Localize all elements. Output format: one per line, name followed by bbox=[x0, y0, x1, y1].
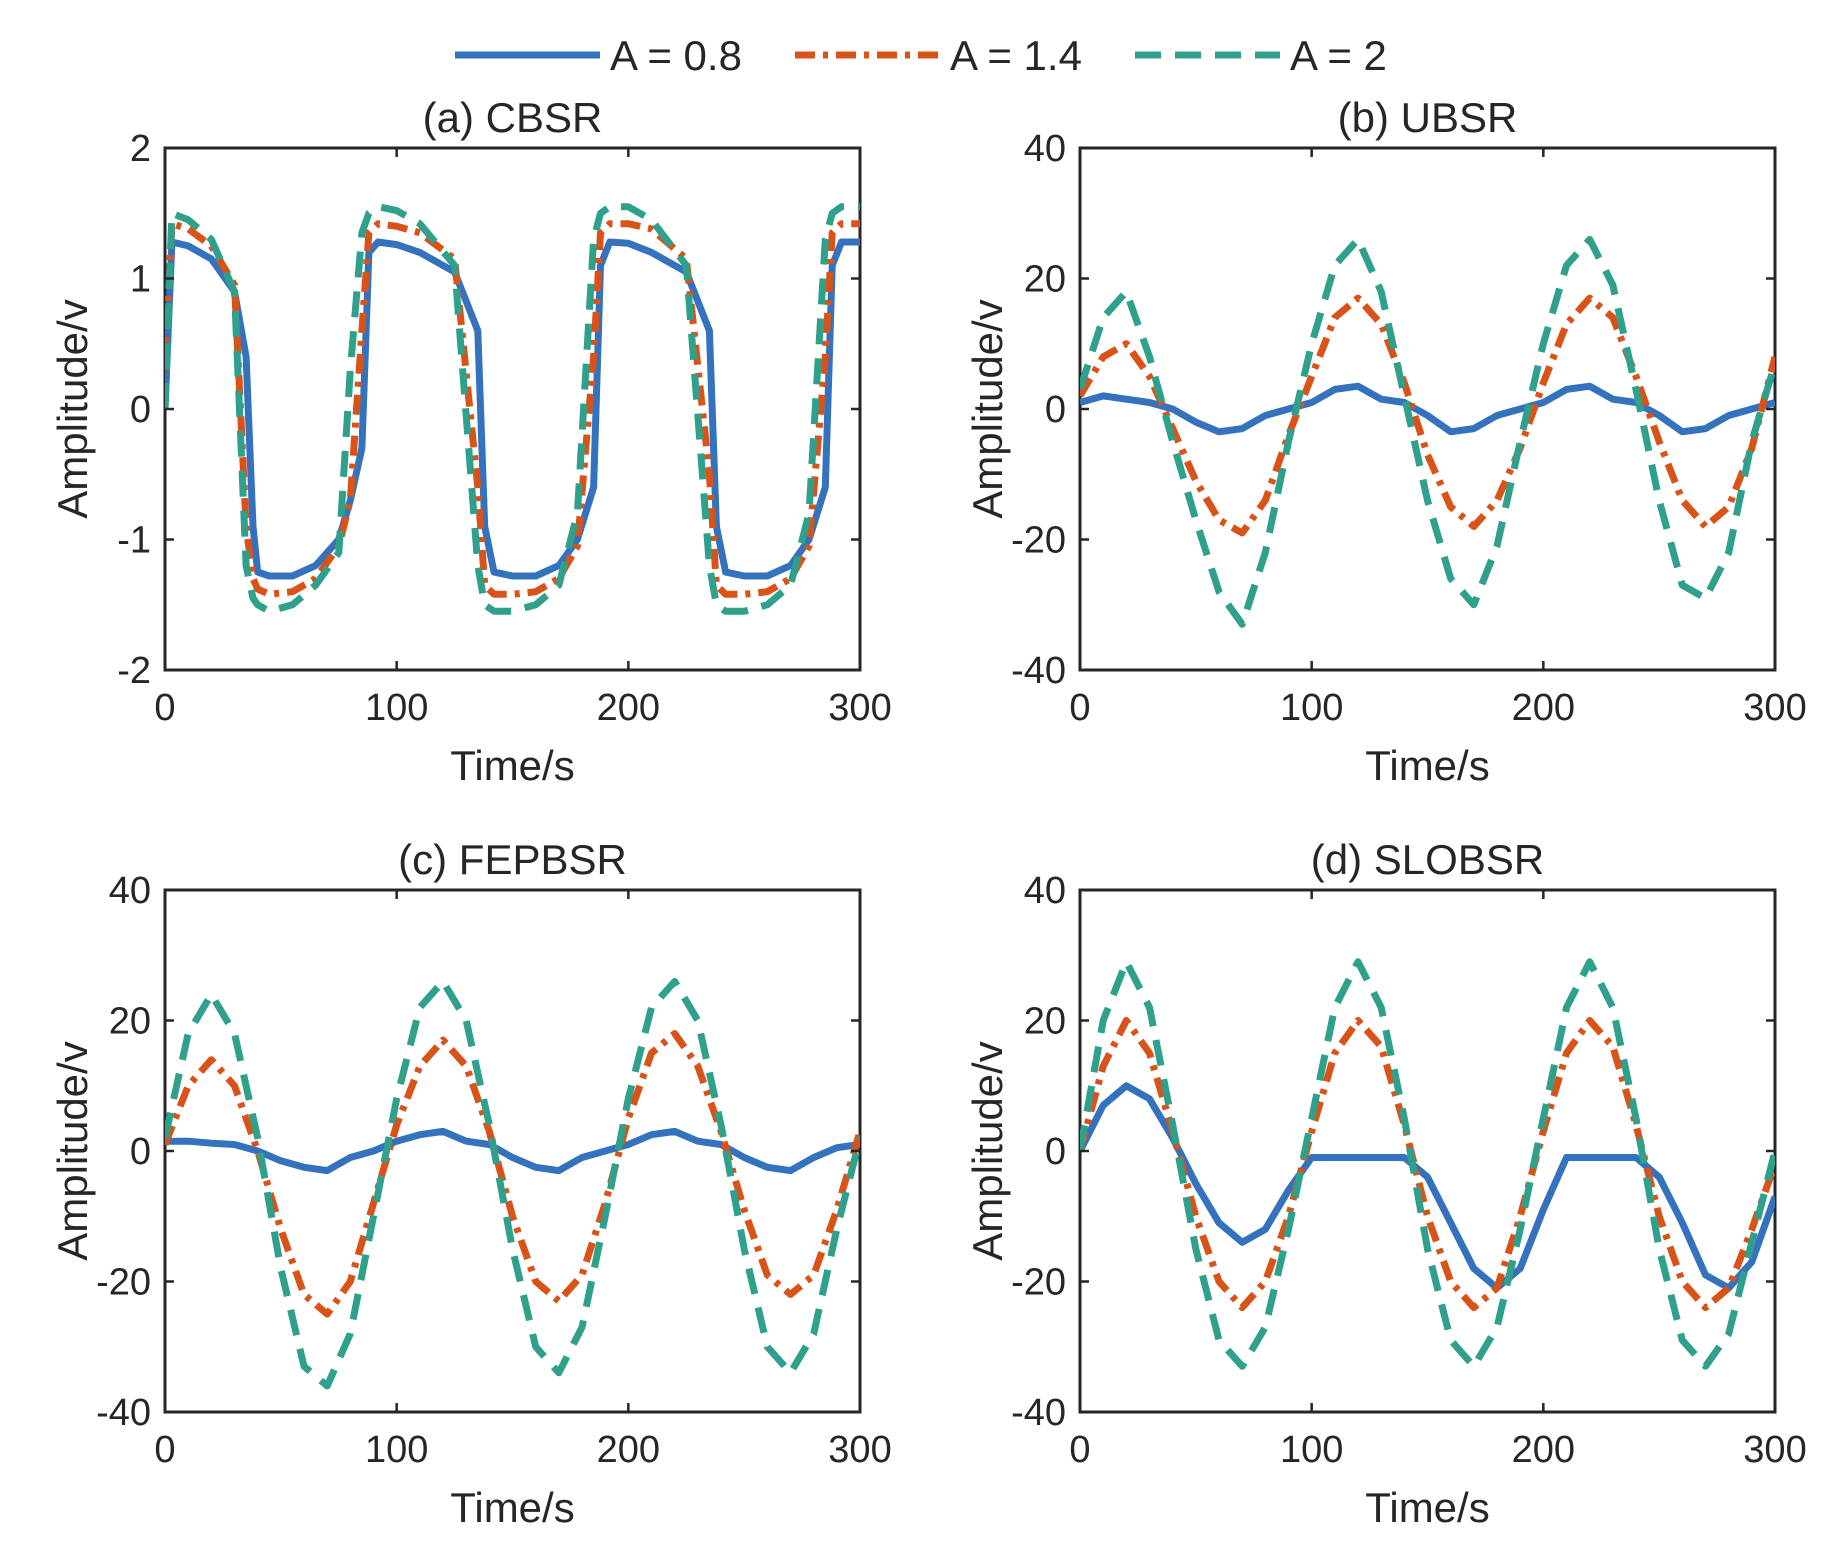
subplot-title: (a) CBSR bbox=[423, 94, 603, 141]
series-line-c-1 bbox=[165, 1127, 860, 1175]
y-tick-label: -1 bbox=[117, 520, 151, 562]
x-tick-label: 200 bbox=[1512, 1429, 1575, 1471]
y-axis-label: Amplitude/v bbox=[964, 299, 1011, 518]
x-tick-label: 0 bbox=[154, 687, 175, 729]
x-axis-label: Time/s bbox=[450, 742, 574, 789]
series-line-d-2 bbox=[1080, 1017, 1775, 1312]
y-tick-label: 40 bbox=[1024, 870, 1066, 912]
series-line-a-3 bbox=[165, 203, 860, 615]
x-tick-label: 100 bbox=[1280, 687, 1343, 729]
x-axis-label: Time/s bbox=[1365, 1484, 1489, 1531]
legend-label-2: A = 1.4 bbox=[950, 32, 1082, 79]
x-tick-label: 100 bbox=[365, 687, 428, 729]
y-tick-label: 1 bbox=[130, 259, 151, 301]
subplot-a: 0 100 200 300 2 1 0 -1 -2 (a) CBSR Time/s Amplitude… bbox=[49, 94, 892, 789]
x-tick-label: 300 bbox=[1743, 687, 1806, 729]
series-line-b-3 bbox=[1080, 235, 1775, 628]
subplot-title: (b) UBSR bbox=[1338, 94, 1518, 141]
x-tick-label: 200 bbox=[597, 1429, 660, 1471]
series-line-b-2 bbox=[1080, 294, 1775, 537]
x-tick-label: 300 bbox=[828, 1429, 891, 1471]
y-tick-label: -20 bbox=[1011, 1262, 1066, 1304]
x-tick-label: 0 bbox=[1069, 687, 1090, 729]
y-tick-label: 2 bbox=[130, 128, 151, 170]
subplot-title: (d) SLOBSR bbox=[1311, 836, 1544, 883]
series-line-c-2 bbox=[165, 1030, 860, 1318]
y-tick-label: 40 bbox=[1024, 128, 1066, 170]
y-tick-label: 0 bbox=[130, 1131, 151, 1173]
y-tick-label: 20 bbox=[1024, 259, 1066, 301]
legend: A = 0.8 A = 1.4 A = 2 bbox=[455, 32, 1387, 79]
x-axis-label: Time/s bbox=[450, 1484, 574, 1531]
y-tick-label: -20 bbox=[96, 1262, 151, 1304]
legend-label-1: A = 0.8 bbox=[610, 32, 742, 79]
y-axis-label: Amplitude/v bbox=[49, 1041, 96, 1260]
x-tick-label: 300 bbox=[1743, 1429, 1806, 1471]
x-tick-label: 200 bbox=[597, 687, 660, 729]
series-line-a-1 bbox=[165, 238, 860, 580]
axes-frame bbox=[163, 146, 862, 672]
y-axis-label: Amplitude/v bbox=[49, 299, 96, 518]
x-tick-label: 100 bbox=[365, 1429, 428, 1471]
y-tick-label: 0 bbox=[130, 389, 151, 431]
axes-frame bbox=[1078, 146, 1777, 672]
y-tick-label: -2 bbox=[117, 650, 151, 692]
legend-label-3: A = 2 bbox=[1290, 32, 1387, 79]
y-tick-label: -40 bbox=[96, 1392, 151, 1434]
series-line-d-3 bbox=[1080, 958, 1775, 1370]
subplot-title: (c) FEPBSR bbox=[398, 836, 627, 883]
y-tick-label: 40 bbox=[109, 870, 151, 912]
x-axis-label: Time/s bbox=[1365, 742, 1489, 789]
y-tick-label: -20 bbox=[1011, 520, 1066, 562]
y-tick-label: 0 bbox=[1045, 389, 1066, 431]
x-tick-label: 0 bbox=[154, 1429, 175, 1471]
y-tick-label: 20 bbox=[109, 1001, 151, 1043]
axes-frame bbox=[163, 888, 862, 1414]
y-axis-label: Amplitude/v bbox=[964, 1041, 1011, 1260]
axes-frame bbox=[1078, 888, 1777, 1414]
y-tick-label: -40 bbox=[1011, 1392, 1066, 1434]
series-line-b-1 bbox=[1080, 382, 1775, 436]
x-tick-label: 0 bbox=[1069, 1429, 1090, 1471]
series-line-d-1 bbox=[1080, 1082, 1775, 1292]
x-tick-label: 100 bbox=[1280, 1429, 1343, 1471]
x-tick-label: 300 bbox=[828, 687, 891, 729]
series-line-a-2 bbox=[165, 220, 860, 598]
y-tick-label: 0 bbox=[1045, 1131, 1066, 1173]
y-tick-label: 20 bbox=[1024, 1001, 1066, 1043]
series-line-c-3 bbox=[165, 977, 860, 1390]
y-tick-label: -40 bbox=[1011, 650, 1066, 692]
x-tick-label: 200 bbox=[1512, 687, 1575, 729]
